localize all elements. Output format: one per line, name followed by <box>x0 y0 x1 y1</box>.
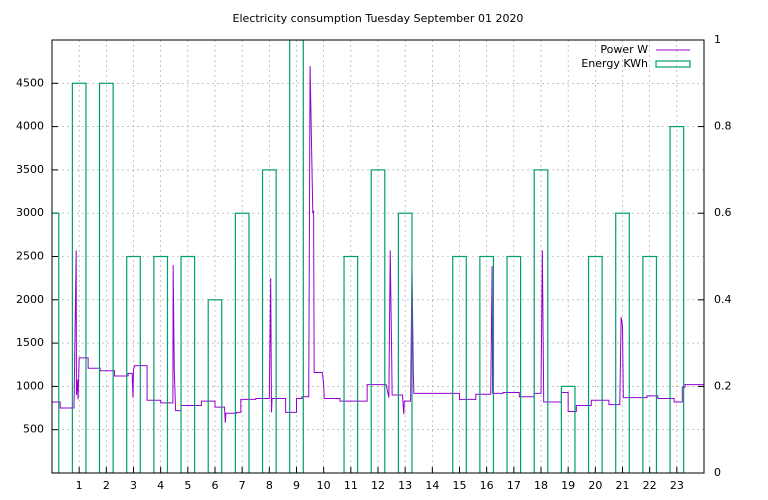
x-tick-label: 10 <box>317 479 331 492</box>
legend-label: Energy KWh <box>581 57 648 70</box>
x-tick-label: 11 <box>344 479 358 492</box>
energy-box <box>289 40 304 473</box>
x-tick-label: 19 <box>561 479 575 492</box>
legend-swatch <box>655 60 691 68</box>
x-tick-label: 4 <box>157 479 164 492</box>
x-tick-label: 9 <box>293 479 300 492</box>
x-tick-label: 16 <box>480 479 494 492</box>
y-tick-label: 3000 <box>16 206 44 219</box>
x-tick-label: 12 <box>371 479 385 492</box>
x-tick-label: 2 <box>103 479 110 492</box>
y2-tick-label: 0.6 <box>714 206 732 219</box>
energy-box <box>261 169 277 473</box>
x-tick-label: 8 <box>266 479 273 492</box>
energy-box <box>479 255 495 473</box>
energy-box <box>506 255 522 473</box>
x-tick-label: 20 <box>588 479 602 492</box>
x-tick-label: 18 <box>534 479 548 492</box>
plot-border <box>51 39 705 474</box>
energy-box <box>642 255 658 473</box>
energy-box <box>71 82 87 473</box>
y-tick-label: 2500 <box>16 250 44 263</box>
y-tick-label: 4000 <box>16 120 44 133</box>
x-tick-label: 5 <box>184 479 191 492</box>
x-tick-label: 23 <box>670 479 684 492</box>
power-line <box>52 65 704 423</box>
y2-tick-label: 0 <box>714 466 721 479</box>
x-tick-label: 1 <box>76 479 83 492</box>
energy-box <box>153 255 169 473</box>
energy-box <box>343 255 359 473</box>
chart-title: Electricity consumption Tuesday Septembe… <box>233 12 524 25</box>
energy-box <box>126 255 141 473</box>
energy-box <box>370 169 386 473</box>
y-tick-label: 3500 <box>16 163 44 176</box>
y2-tick-label: 0.4 <box>714 293 732 306</box>
legend-label: Power W <box>600 43 648 56</box>
y2-tick-label: 0.2 <box>714 379 732 392</box>
x-tick-label: 14 <box>425 479 439 492</box>
y-tick-label: 4500 <box>16 76 44 89</box>
x-tick-label: 13 <box>398 479 412 492</box>
energy-box <box>98 82 114 473</box>
x-tick-label: 21 <box>616 479 630 492</box>
x-tick-label: 6 <box>212 479 219 492</box>
y-tick-label: 1000 <box>16 379 44 392</box>
x-tick-label: 22 <box>643 479 657 492</box>
y-tick-label: 2000 <box>16 293 44 306</box>
y2-tick-label: 1 <box>714 33 721 46</box>
x-tick-label: 7 <box>239 479 246 492</box>
y-tick-label: 1500 <box>16 336 44 349</box>
y2-tick-label: 0.8 <box>714 120 732 133</box>
energy-box <box>52 212 60 473</box>
energy-box <box>452 255 467 473</box>
x-tick-label: 3 <box>130 479 137 492</box>
y-tick-label: 500 <box>23 423 44 436</box>
x-tick-label: 17 <box>507 479 521 492</box>
energy-box <box>533 169 549 473</box>
x-tick-label: 15 <box>453 479 467 492</box>
energy-box <box>587 255 603 473</box>
energy-box <box>180 255 196 473</box>
